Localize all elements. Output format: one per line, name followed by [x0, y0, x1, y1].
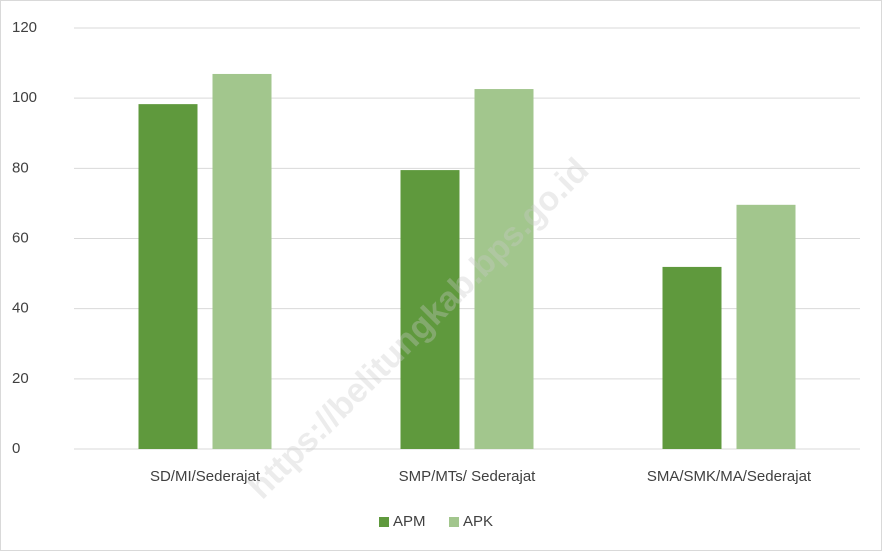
- bar: [474, 89, 534, 450]
- legend-swatch: [379, 517, 389, 527]
- y-tick-label: 60: [12, 229, 29, 246]
- bar: [212, 73, 272, 449]
- bar: [400, 170, 460, 449]
- y-tick-label: 100: [12, 89, 37, 106]
- x-tick-label: SMA/SMK/MA/Sederajat: [647, 468, 812, 485]
- legend-label: APM: [393, 513, 426, 530]
- y-tick-label: 120: [12, 19, 37, 36]
- y-tick-label: 20: [12, 370, 29, 387]
- bar: [138, 104, 198, 450]
- bar: [736, 204, 796, 449]
- x-tick-label: SD/MI/Sederajat: [150, 468, 261, 485]
- x-tick-label: SMP/MTs/ Sederajat: [399, 468, 537, 485]
- y-tick-label: 0: [12, 440, 20, 457]
- legend-swatch: [449, 517, 459, 527]
- bar: [662, 266, 722, 449]
- legend-label: APK: [463, 513, 493, 530]
- y-tick-label: 80: [12, 159, 29, 176]
- y-tick-label: 40: [12, 300, 29, 317]
